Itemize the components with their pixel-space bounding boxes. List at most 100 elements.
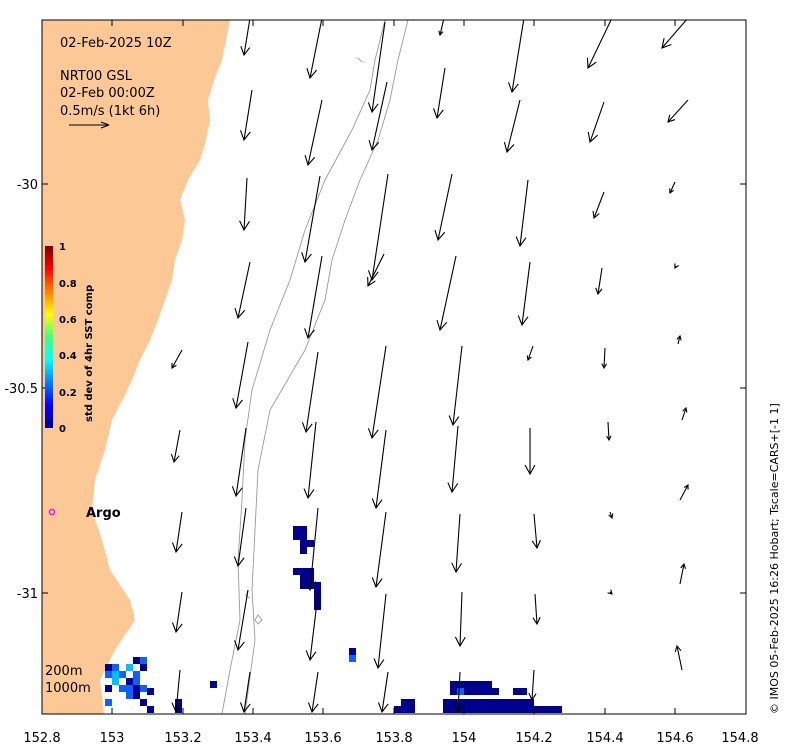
current-arrow	[231, 427, 247, 498]
sst-cell	[471, 688, 478, 695]
sst-cell	[307, 575, 314, 582]
sst-cell	[300, 540, 307, 547]
sst-cell	[450, 681, 457, 688]
sst-cell	[520, 706, 527, 713]
x-tick-label: 153.6	[304, 731, 341, 746]
sst-cell	[478, 681, 485, 688]
current-arrow	[239, 671, 251, 714]
current-arrow	[234, 261, 251, 320]
sst-cell	[300, 526, 307, 533]
sst-cell	[133, 685, 140, 692]
current-arrow	[367, 345, 387, 440]
colorbar-tick: 0.2	[59, 388, 77, 399]
sst-cell	[492, 699, 499, 706]
x-tick-label: 154.8	[721, 731, 758, 746]
current-arrow	[233, 507, 247, 568]
sst-cell	[349, 655, 356, 662]
current-arrow	[679, 562, 687, 585]
scale-label: 0.5m/s (1kt 6h)	[60, 104, 160, 119]
current-arrow	[528, 669, 537, 702]
colorbar-tick: 0	[59, 424, 66, 435]
sst-cell	[527, 699, 534, 706]
sst-cell	[126, 685, 133, 692]
current-arrow	[367, 173, 389, 282]
current-arrow	[304, 99, 323, 167]
current-arrow	[373, 593, 387, 670]
current-arrow	[305, 507, 319, 592]
colorbar	[45, 246, 53, 428]
x-tick-label: 154.2	[515, 731, 552, 746]
sst-cell	[140, 664, 147, 671]
isobath-lines	[221, 20, 409, 714]
current-arrow	[303, 421, 317, 500]
sst-cell	[300, 575, 307, 582]
sst-cell	[140, 685, 147, 692]
colorbar-tick-labels: 1 0.8 0.6 0.4 0.2 0	[59, 242, 77, 435]
sst-cell	[464, 699, 471, 706]
sst-cell	[105, 685, 112, 692]
sst-cell	[485, 688, 492, 695]
sst-cell	[478, 688, 485, 695]
sst-cell	[464, 681, 471, 688]
current-arrow	[669, 181, 676, 195]
y-tick-label: -30.5	[4, 382, 38, 397]
sst-cell	[314, 582, 321, 589]
x-tick-label: 154.4	[586, 731, 623, 746]
current-arrow	[304, 255, 323, 340]
current-arrow	[171, 349, 183, 369]
x-tick-label: 154.6	[656, 731, 693, 746]
current-arrow	[667, 99, 689, 123]
isobath-label-200m: 200m	[45, 664, 82, 679]
sst-cell	[506, 706, 513, 713]
sst-cell	[401, 699, 408, 706]
current-arrow	[607, 589, 613, 595]
sst-cell	[520, 688, 527, 695]
x-tick-labels: 152.8 153 153.2 153.4 153.6 153.8 154 15…	[23, 731, 758, 746]
sst-cell	[210, 681, 217, 688]
x-tick-label: 153.2	[164, 731, 201, 746]
sst-cell	[450, 699, 457, 706]
current-vectors	[170, 20, 689, 714]
current-arrow	[306, 20, 323, 80]
sst-cell	[126, 678, 133, 685]
current-arrow	[240, 20, 251, 57]
sst-cell	[478, 699, 485, 706]
sst-cell	[133, 657, 140, 664]
current-arrow	[171, 511, 183, 554]
sst-cell	[478, 706, 485, 713]
current-arrow	[661, 20, 687, 49]
sst-cell	[443, 706, 450, 713]
sst-cell	[147, 688, 154, 695]
current-arrow	[234, 589, 249, 652]
current-arrow	[447, 425, 459, 494]
y-tick-label: -30	[17, 178, 38, 193]
sst-cell	[112, 664, 119, 671]
current-arrow	[171, 591, 183, 634]
sst-cell	[307, 540, 314, 547]
sst-cell	[126, 664, 133, 671]
current-arrow	[377, 671, 389, 714]
x-tick-label: 153.8	[375, 731, 412, 746]
credit-text: © IMOS 05-Feb-2025 16:26 Hobart; Tscale=…	[768, 403, 781, 714]
sst-cell	[105, 664, 112, 671]
current-arrow	[232, 341, 249, 410]
sst-cell	[119, 671, 126, 678]
sst-cell	[133, 678, 140, 685]
current-arrow	[503, 99, 521, 154]
current-arrow	[301, 351, 319, 434]
sst-cell	[293, 526, 300, 533]
current-time-label: 02-Feb 00:00Z	[60, 86, 155, 101]
sst-cell	[450, 706, 457, 713]
current-arrow	[367, 21, 386, 114]
x-tick-label: 153.4	[234, 731, 271, 746]
current-arrow	[674, 263, 680, 270]
current-arrow	[371, 511, 387, 589]
sst-cell	[492, 706, 499, 713]
current-arrow	[170, 429, 181, 464]
current-arrow	[454, 591, 466, 648]
sst-cell	[471, 699, 478, 706]
sst-cell	[133, 692, 140, 699]
colorbar-tick: 0.4	[59, 351, 77, 362]
sst-cell	[513, 688, 520, 695]
